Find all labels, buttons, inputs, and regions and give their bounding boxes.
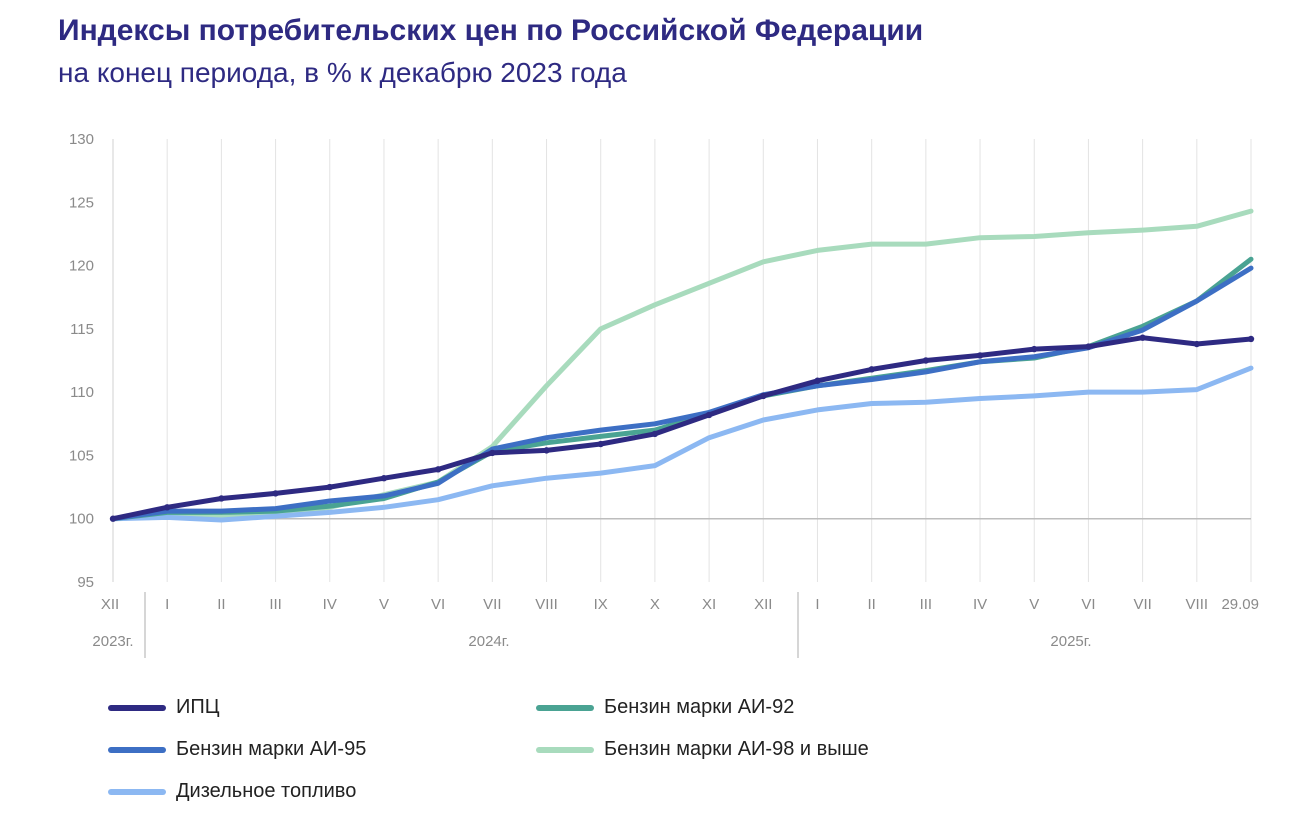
series-point-cpi [651, 430, 659, 438]
y-tick-label: 130 [69, 131, 94, 148]
series-point-cpi [705, 411, 713, 419]
chart-subtitle: на конец периода, в % к декабрю 2023 год… [58, 57, 627, 88]
y-tick-label: 120 [69, 258, 94, 275]
y-tick-label: 125 [69, 194, 94, 211]
x-tick-label: IV [973, 596, 987, 613]
x-tick-label: VIII [535, 596, 558, 613]
series-line-4 [110, 365, 1254, 523]
x-tick-label: XII [754, 596, 772, 613]
x-tick-label: VII [483, 596, 501, 613]
x-tick-label: X [650, 596, 660, 613]
y-tick-label: 115 [70, 321, 94, 338]
x-tick-label: I [815, 596, 819, 613]
series-line-3 [110, 208, 1254, 522]
x-tick-label: II [867, 596, 875, 613]
x-tick-label: IX [594, 596, 608, 613]
series-point-cpi [109, 515, 117, 522]
series-line-1 [110, 256, 1254, 522]
y-tick-label: 105 [69, 447, 94, 464]
series-point-cpi [814, 377, 821, 384]
y-tick-label: 110 [70, 384, 94, 401]
x-tick-label: VI [1081, 596, 1095, 613]
series-point-cpi [1193, 340, 1201, 348]
series-point-cpi [380, 475, 388, 482]
x-tick-label: VIII [1186, 596, 1209, 613]
year-label: 2023г. [92, 633, 133, 650]
series-point-cpi [218, 495, 225, 502]
series-point-cpi [597, 440, 604, 448]
series-point-cpi [922, 357, 930, 364]
series-point-cpi [1085, 343, 1092, 350]
year-label: 2025г. [1050, 633, 1091, 650]
y-tick-label: 95 [77, 574, 94, 591]
series-point-cpi [326, 483, 333, 491]
series-line-2 [110, 265, 1254, 522]
chart-title: Индексы потребительских цен по Российско… [58, 14, 924, 47]
series-point-cpi [489, 449, 496, 457]
x-tick-label: V [1029, 596, 1039, 613]
series-point-cpi [1247, 335, 1255, 343]
x-tick-label: I [165, 596, 169, 613]
x-tick-label: III [269, 596, 282, 613]
series-point-cpi [434, 466, 442, 473]
series-point-cpi [976, 352, 984, 359]
x-tick-label: V [379, 596, 389, 613]
series-point-cpi [543, 447, 550, 454]
x-tick-label: XII [101, 596, 119, 613]
x-tick-label: IV [323, 596, 337, 613]
x-tick-label: VI [431, 596, 445, 613]
x-tick-label: XI [702, 596, 716, 613]
year-label: 2024г. [468, 633, 509, 650]
x-tick-label: 29.09 [1221, 596, 1259, 613]
series-line-0 [110, 335, 1254, 522]
series-point-cpi [1031, 345, 1038, 353]
x-tick-label: III [920, 596, 933, 613]
y-tick-label: 100 [69, 511, 94, 528]
x-tick-label: VII [1133, 596, 1151, 613]
x-tick-label: II [217, 596, 225, 613]
series-point-cpi [868, 366, 875, 373]
series-point-cpi [163, 504, 171, 511]
series-point-cpi [760, 392, 767, 400]
series-point-cpi [1139, 334, 1146, 341]
series-point-cpi [272, 490, 279, 497]
